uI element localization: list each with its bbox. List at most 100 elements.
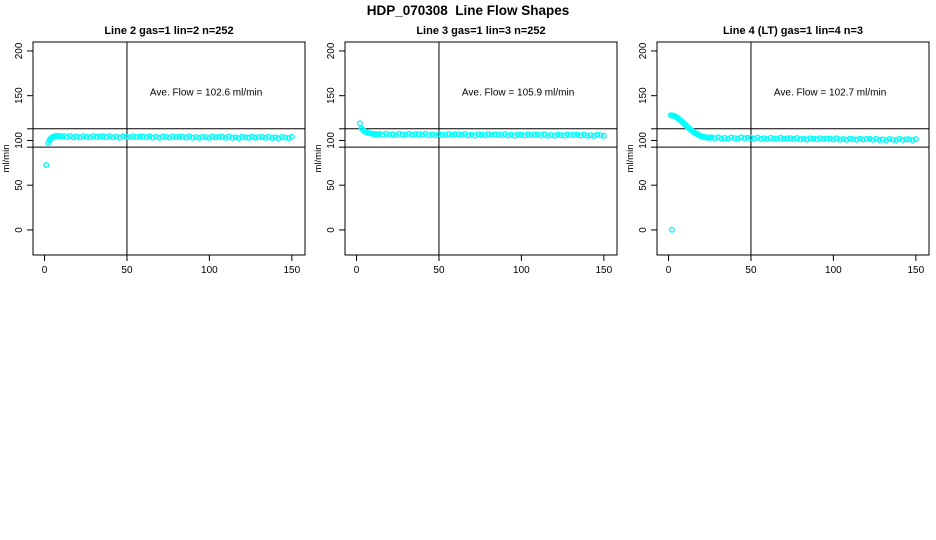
data-point: [252, 134, 259, 141]
data-point: [129, 133, 136, 140]
x-tick-label: 50: [745, 265, 757, 276]
data-point: [896, 135, 903, 142]
y-tick-label: 150: [14, 87, 25, 104]
data-point: [396, 130, 403, 137]
y-tick-label: 200: [14, 42, 25, 59]
data-point: [229, 134, 236, 141]
data-point: [402, 131, 409, 138]
data-point: [455, 131, 462, 138]
page-title: HDP_070308 Line Flow Shapes: [366, 3, 570, 18]
x-tick-label: 100: [513, 265, 530, 276]
data-point: [830, 136, 837, 143]
y-tick-label: 100: [638, 132, 649, 149]
data-point: [551, 132, 558, 139]
data-point: [452, 131, 459, 138]
data-point: [133, 134, 140, 141]
data-point: [278, 133, 285, 140]
data-point: [196, 134, 203, 141]
data-point: [906, 136, 913, 143]
y-axis: 0 50 100 150 200: [638, 42, 657, 233]
data-point: [189, 134, 196, 141]
ave-flow-annotation: Ave. Flow = 102.7 ml/min: [774, 88, 886, 99]
data-point: [534, 131, 541, 138]
data-point: [139, 133, 146, 140]
data-point: [262, 134, 269, 141]
plot-border: [656, 41, 930, 256]
data-point: [833, 135, 840, 142]
data-point: [465, 132, 472, 139]
data-point: [860, 136, 867, 143]
data-point: [206, 134, 213, 141]
data-point: [255, 134, 262, 141]
y-tick-label: 0: [326, 227, 337, 233]
data-point: [741, 135, 748, 142]
y-axis-label: ml/min: [625, 145, 636, 173]
y-tick-label: 50: [326, 179, 337, 191]
data-point: [163, 133, 170, 140]
y-tick-label: 200: [326, 42, 337, 59]
data-point: [718, 135, 725, 142]
data-point: [58, 133, 65, 140]
data-point: [471, 132, 478, 139]
data-point: [356, 120, 363, 127]
data-point: [478, 131, 485, 138]
data-point: [574, 131, 581, 138]
data-point: [541, 131, 548, 138]
data-point: [269, 134, 276, 141]
y-tick-label: 100: [14, 132, 25, 149]
data-point: [110, 134, 117, 141]
x-axis: 0 50 100 150: [42, 255, 301, 276]
data-point: [419, 131, 426, 138]
ave-flow-annotation: Ave. Flow = 102.6 ml/min: [150, 88, 262, 99]
data-point: [571, 131, 578, 138]
data-point: [265, 133, 272, 140]
data-point: [103, 134, 110, 141]
data-point: [491, 131, 498, 138]
x-axis: 0 50 100 150: [354, 255, 613, 276]
data-point: [521, 132, 528, 139]
data-point: [873, 135, 880, 142]
data-point: [43, 162, 50, 169]
data-points: [356, 120, 607, 139]
data-point: [853, 136, 860, 143]
data-point: [120, 133, 127, 140]
data-point: [724, 135, 731, 142]
data-point: [780, 135, 787, 142]
data-point: [708, 134, 715, 141]
data-point: [820, 136, 827, 143]
data-point: [60, 133, 67, 140]
y-tick-label: 50: [14, 179, 25, 191]
data-point: [379, 131, 386, 138]
data-point: [524, 131, 531, 138]
data-point: [810, 135, 817, 142]
data-points: [43, 132, 295, 169]
data-point: [767, 134, 774, 141]
data-point: [399, 131, 406, 138]
data-point: [235, 135, 242, 142]
data-point: [564, 131, 571, 138]
data-point: [249, 133, 256, 140]
data-point: [435, 131, 442, 138]
data-point: [790, 135, 797, 142]
data-point: [561, 132, 568, 139]
data-point: [288, 133, 295, 140]
data-point: [389, 131, 396, 138]
data-point: [803, 136, 810, 143]
data-point: [567, 132, 574, 139]
data-point: [757, 135, 764, 142]
data-point: [581, 131, 588, 138]
data-point: [505, 132, 512, 139]
data-point: [212, 134, 219, 141]
data-point: [442, 132, 449, 139]
plot-border: [344, 41, 618, 256]
data-point: [498, 132, 505, 139]
data-point: [886, 135, 893, 142]
data-point: [143, 134, 150, 141]
data-point: [600, 132, 607, 139]
data-point: [827, 135, 834, 142]
data-point: [100, 133, 107, 140]
data-point: [422, 130, 429, 137]
data-point: [668, 226, 675, 233]
data-point: [813, 136, 820, 143]
data-point: [777, 134, 784, 141]
